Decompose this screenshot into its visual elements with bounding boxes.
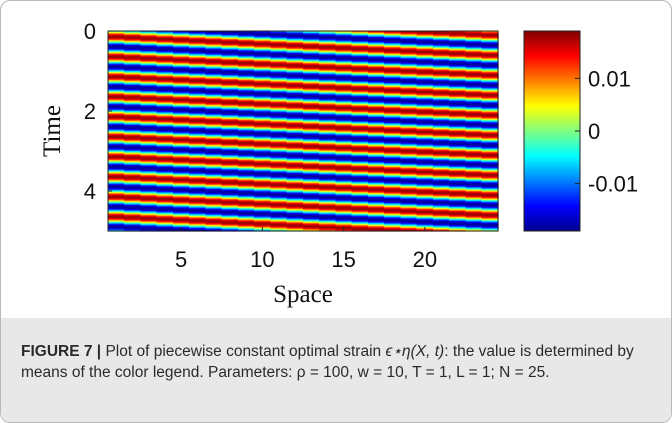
heatmap-chart: 5 10 15 20 024 Space Time 0.010-0.01 [39,19,638,308]
heatmap-cells [108,31,499,232]
caption-panel [1,318,671,422]
